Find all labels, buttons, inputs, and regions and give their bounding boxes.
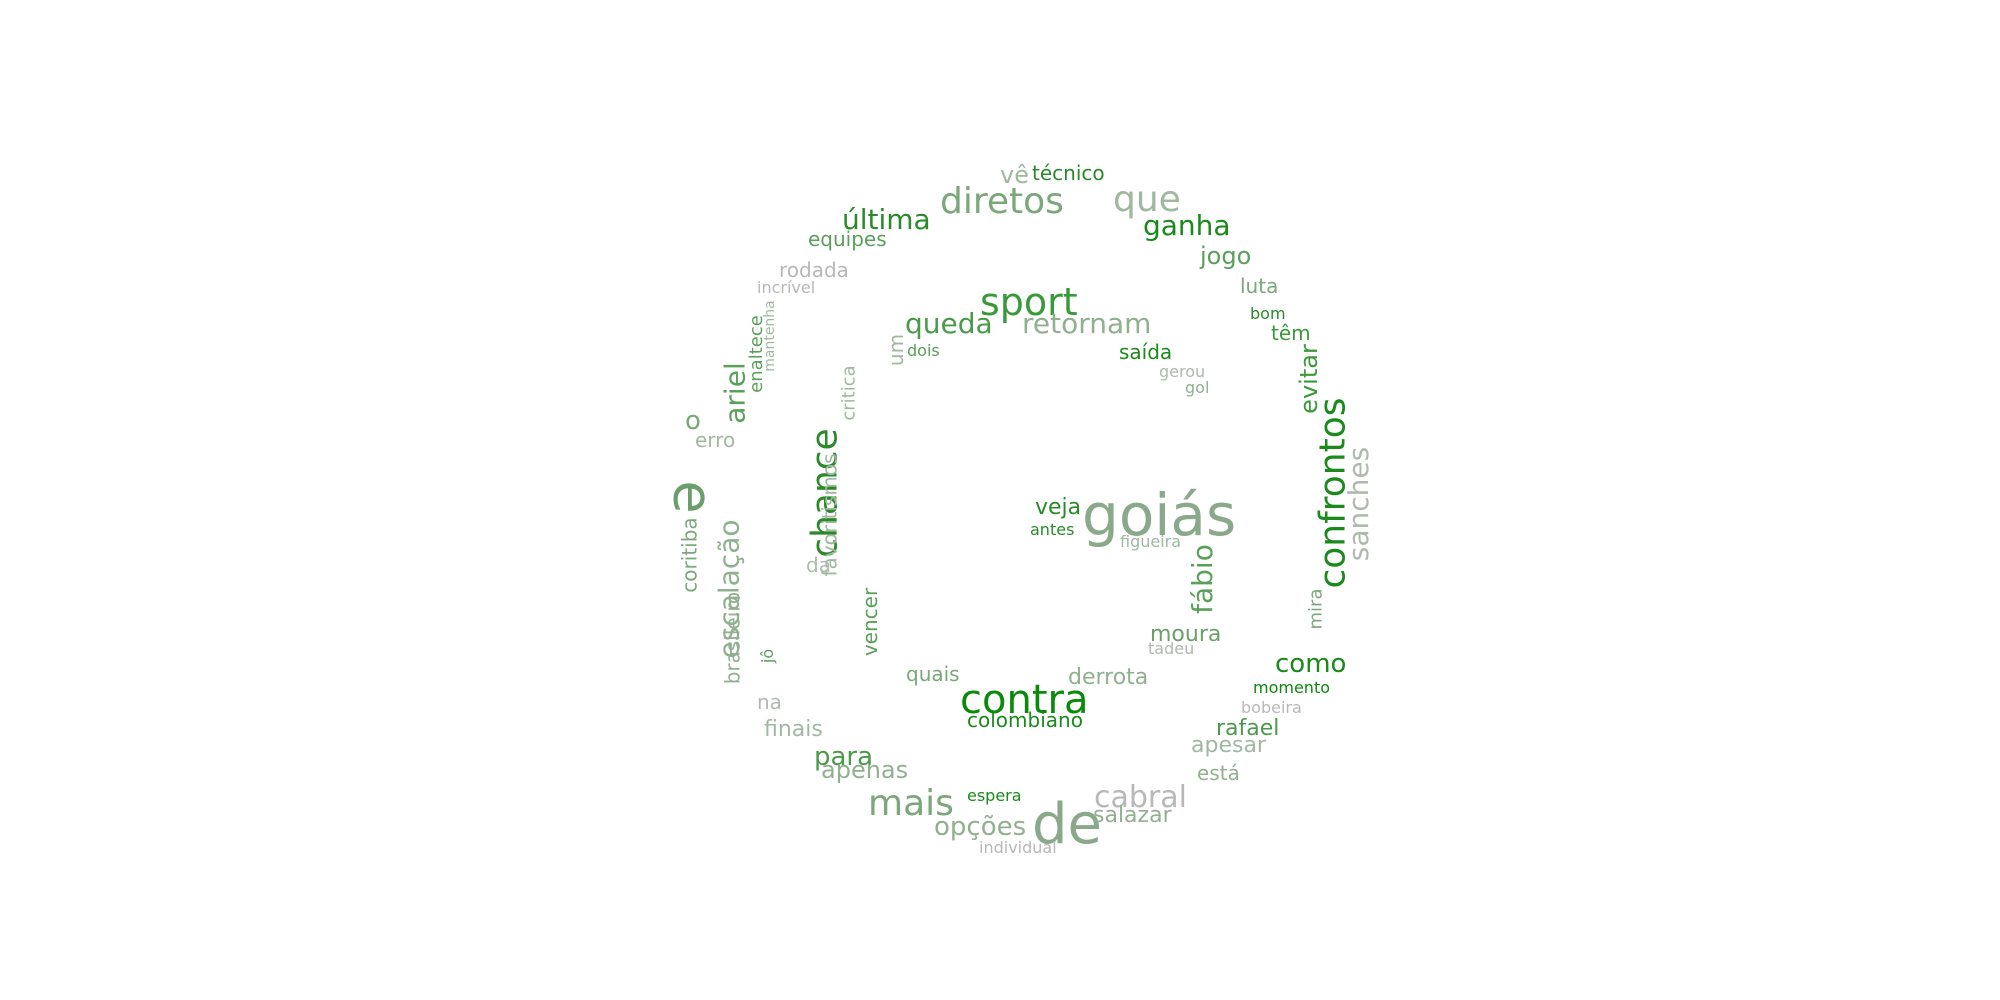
word-erro: erro xyxy=(695,428,736,452)
word-sanches: sanches xyxy=(1342,446,1376,562)
word-apesar: apesar xyxy=(1191,733,1266,758)
word-retornam: retornam xyxy=(1022,307,1152,340)
word-ganha: ganha xyxy=(1143,209,1231,242)
word-o: o xyxy=(685,406,701,436)
word-saida: saída xyxy=(1119,340,1173,364)
word-veja: veja xyxy=(1035,495,1082,520)
word-tecnico: técnico xyxy=(1032,161,1105,185)
word-rodada: rodada xyxy=(779,258,849,282)
word-finais: finais xyxy=(764,717,823,742)
word-antes: antes xyxy=(1030,520,1075,539)
word-mira: mira xyxy=(1305,588,1327,630)
word-gol: gol xyxy=(1185,378,1210,397)
word-um: um xyxy=(884,333,909,367)
word-de: de xyxy=(1032,792,1102,857)
word-mais: mais xyxy=(868,783,954,824)
word-que: que xyxy=(1113,179,1181,220)
word-individual: individual xyxy=(979,838,1057,857)
word-figueira: figueira xyxy=(1120,532,1182,551)
word-gerou: gerou xyxy=(1159,362,1206,381)
word-sport: sport xyxy=(980,280,1078,324)
word-diretos: diretos xyxy=(940,181,1064,222)
word-rafael: rafael xyxy=(1216,716,1280,741)
word-quais: quais xyxy=(906,662,960,686)
word-equipes: equipes xyxy=(808,227,887,251)
word-e: e xyxy=(661,480,725,514)
word-derrota: derrota xyxy=(1068,665,1149,690)
word-tem: têm xyxy=(1271,321,1311,345)
word-evitar: evitar xyxy=(1294,344,1323,414)
word-como: como xyxy=(1275,649,1347,679)
word-colombiano: colombiano xyxy=(967,708,1083,732)
word-vencer: vencer xyxy=(858,587,883,657)
word-incrivel: incrível xyxy=(757,278,816,297)
word-fabio: fábio xyxy=(1185,544,1219,614)
word-dois: dois xyxy=(907,341,940,360)
word-para: para xyxy=(814,742,874,772)
word-apenas: apenas xyxy=(821,756,909,784)
word-da: da xyxy=(806,553,831,577)
word-jogo: jogo xyxy=(1200,242,1252,270)
word-salazar: salazar xyxy=(1093,803,1172,828)
word-critica: critica xyxy=(838,365,860,421)
word-contra: contra xyxy=(960,677,1089,723)
word-cabral: cabral xyxy=(1094,780,1187,815)
word-espera: espera xyxy=(967,786,1022,805)
word-ultima: última xyxy=(842,203,931,236)
word-queda: queda xyxy=(905,307,993,340)
word-goias: goiás xyxy=(1082,481,1237,549)
word-bobeira: bobeira xyxy=(1241,698,1302,717)
word-luta: luta xyxy=(1240,274,1279,298)
word-moura: moura xyxy=(1150,622,1222,647)
word-mantenha: mantenha xyxy=(761,300,778,372)
word-jo: jô xyxy=(758,648,778,664)
word-brasileiro: brasileiro xyxy=(720,591,745,685)
word-opcoes: opções xyxy=(934,812,1027,842)
word-esta: está xyxy=(1197,761,1240,785)
word-momento: momento xyxy=(1253,678,1331,697)
word-ve: vê xyxy=(1000,161,1029,189)
word-coritiba: coritiba xyxy=(677,517,702,593)
word-tadeu: tadeu xyxy=(1148,639,1195,658)
word-na: na xyxy=(757,690,782,714)
word-bom: bom xyxy=(1250,304,1286,323)
